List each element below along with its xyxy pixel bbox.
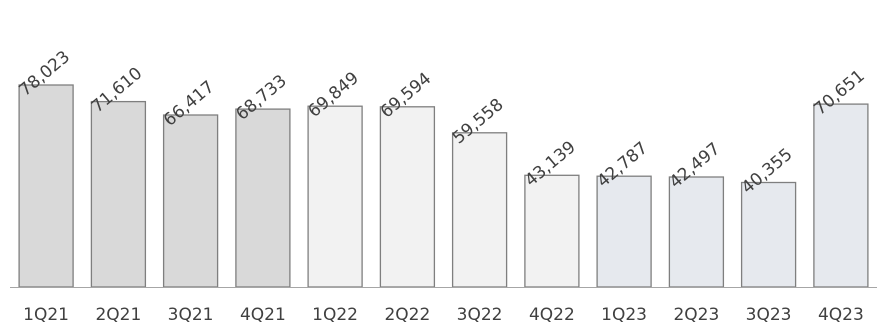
bars-group bbox=[18, 84, 869, 288]
category-label-2Q22: 2Q22 bbox=[384, 305, 430, 325]
bar-1Q23 bbox=[596, 175, 652, 288]
bar-2Q21 bbox=[90, 100, 147, 288]
category-label-3Q22: 3Q22 bbox=[457, 305, 503, 325]
bar-4Q22 bbox=[524, 174, 580, 288]
category-label-1Q22: 1Q22 bbox=[312, 305, 358, 325]
bar-3Q23 bbox=[740, 181, 797, 288]
bar-1Q22 bbox=[307, 105, 363, 288]
category-label-4Q21: 4Q21 bbox=[240, 305, 286, 325]
category-label-4Q23: 4Q23 bbox=[818, 305, 864, 325]
bar-2Q22 bbox=[379, 106, 436, 288]
category-label-2Q21: 2Q21 bbox=[95, 305, 141, 325]
category-label-3Q21: 3Q21 bbox=[168, 305, 214, 325]
bar-1Q21 bbox=[18, 84, 74, 288]
category-label-1Q23: 1Q23 bbox=[601, 305, 647, 325]
bar-3Q22 bbox=[451, 132, 508, 288]
bar-3Q21 bbox=[162, 114, 219, 288]
category-label-1Q21: 1Q21 bbox=[23, 305, 69, 325]
category-label-2Q23: 2Q23 bbox=[673, 305, 719, 325]
bar-4Q21 bbox=[235, 108, 291, 288]
category-labels-group: 1Q21 2Q21 3Q21 4Q21 1Q22 2Q22 3Q22 4Q22 1Q23 2Q23… bbox=[23, 305, 864, 325]
bar-4Q23 bbox=[813, 103, 869, 288]
category-label-3Q23: 3Q23 bbox=[746, 305, 792, 325]
bar-2Q23 bbox=[668, 176, 725, 288]
category-label-4Q22: 4Q22 bbox=[529, 305, 575, 325]
